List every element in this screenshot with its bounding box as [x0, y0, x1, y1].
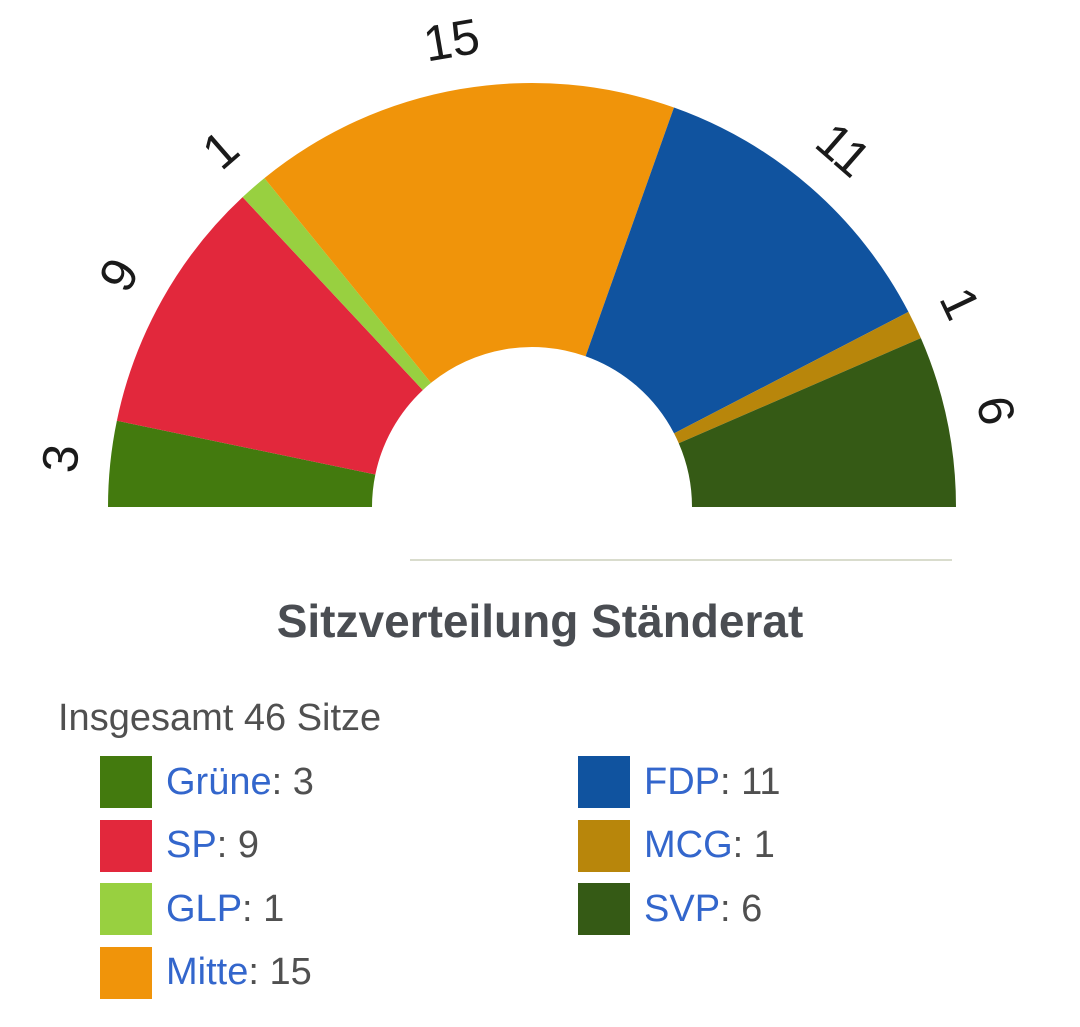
legend-seat-count: : 15 [248, 951, 312, 993]
total-seats: Insgesamt 46 Sitze [58, 697, 382, 739]
legend-text: GLP: 1 [166, 888, 284, 931]
legend-swatch [100, 883, 152, 935]
seat-count-label: 1 [192, 120, 250, 180]
seat-count-label: 1 [929, 279, 992, 328]
legend-item: SVP: 6 [578, 883, 762, 935]
seat-segment-fdp [585, 107, 909, 434]
legend-seat-count: : 11 [720, 760, 781, 803]
seat-count-label: 3 [31, 442, 90, 475]
seat-segment-mitte [264, 83, 674, 383]
divider-line [410, 559, 952, 561]
seat-segment-glp [242, 178, 432, 391]
legend-swatch [100, 756, 152, 808]
legend-item: FDP: 11 [578, 756, 781, 808]
party-link[interactable]: SVP [644, 887, 721, 930]
legend-seat-count: : 1 [242, 887, 285, 930]
legend-text: Mitte: 15 [166, 951, 312, 994]
legend-seat-count: : 3 [271, 760, 314, 803]
seat-segment-sp [116, 197, 423, 475]
seat-segment-svp [678, 338, 956, 507]
legend-item: GLP: 1 [100, 883, 284, 935]
chart-title: Sitzverteilung Ständerat [276, 595, 804, 647]
legend-item: Grüne: 3 [100, 756, 314, 808]
seat-segment-gr-ne [108, 420, 376, 507]
legend-swatch [578, 819, 630, 872]
seat-segment-mcg [674, 311, 921, 444]
legend-swatch [100, 946, 152, 999]
legend-text: FDP: 11 [644, 761, 781, 804]
legend-text: Grüne: 3 [166, 761, 314, 804]
seat-count-label: 9 [88, 249, 150, 301]
legend-swatch [578, 756, 630, 808]
seat-count-label: 15 [419, 8, 483, 73]
legend-item: SP: 9 [100, 819, 259, 872]
legend-text: SVP: 6 [644, 888, 762, 931]
legend-item: MCG: 1 [578, 819, 775, 872]
party-link[interactable]: Grüne [166, 760, 272, 803]
party-link[interactable]: Mitte [166, 951, 249, 993]
legend-seat-count: : 6 [720, 887, 763, 930]
legend-text: SP: 9 [166, 824, 259, 867]
legend-seat-count: : 1 [732, 824, 775, 866]
legend-text: MCG: 1 [644, 824, 775, 867]
party-link[interactable]: GLP [166, 887, 243, 930]
legend-swatch [578, 883, 630, 935]
party-link[interactable]: FDP [644, 760, 720, 803]
party-link[interactable]: SP [166, 824, 217, 866]
legend-seat-count: : 9 [216, 824, 259, 866]
seat-count-label: 6 [966, 391, 1026, 430]
seat-count-label: 11 [805, 112, 881, 188]
party-link[interactable]: MCG [644, 824, 733, 866]
legend-item: Mitte: 15 [100, 946, 312, 999]
legend-swatch [100, 819, 152, 872]
